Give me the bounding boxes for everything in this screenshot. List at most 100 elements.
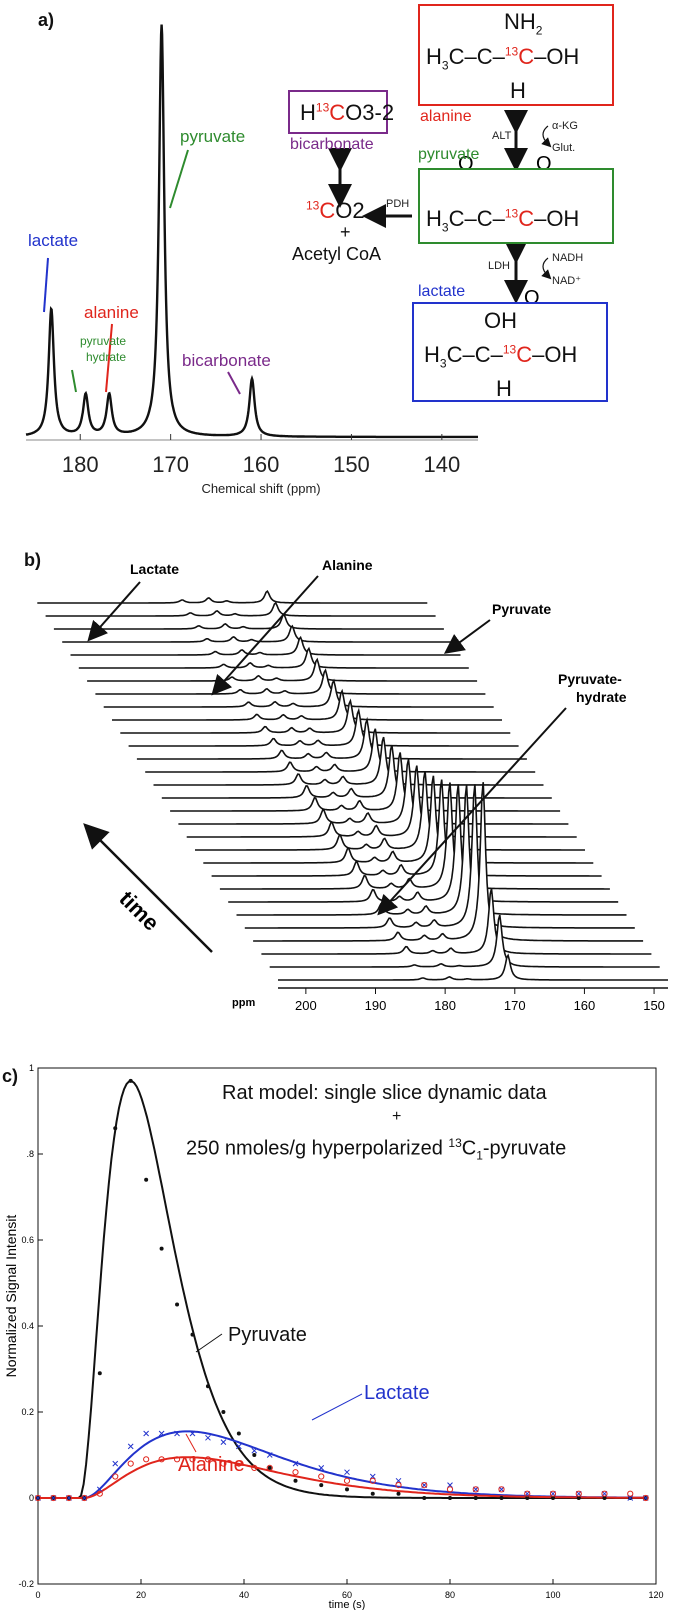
b-arrow-alanine — [211, 575, 319, 696]
panel-b-label: b) — [24, 550, 41, 570]
c-point-alanine — [498, 1486, 505, 1493]
c-point-lactate — [127, 1443, 134, 1450]
c-point-pyruvate — [128, 1078, 133, 1083]
c-point-alanine — [81, 1494, 88, 1502]
c-ytick-label: 0.4 — [21, 1321, 34, 1331]
c-point-lactate — [447, 1482, 453, 1488]
a-label-pyruvate: pyruvate — [180, 127, 245, 146]
panel-a: 180 170 160 150 140 Chemical shift (ppm) lacta… — [0, 0, 685, 505]
b-xtick-label: 190 — [365, 998, 387, 1013]
a-xtick-label: 150 — [333, 452, 370, 477]
b-trace — [95, 668, 486, 695]
cofactor-akg: α-KG — [552, 120, 578, 132]
c-xtick-label: 60 — [342, 1590, 352, 1600]
c-point-pyruvate — [551, 1496, 555, 1500]
c-ytick-label: 0.2 — [21, 1407, 34, 1417]
c-point-alanine — [369, 1477, 376, 1484]
annotation-line1: Rat model: single slice dynamic data — [222, 1082, 547, 1104]
c-ytick-label: 0 — [29, 1493, 34, 1503]
a-label-bicarbonate: bicarbonate — [182, 351, 271, 370]
c-point-pyruvate — [525, 1496, 530, 1500]
b-ppm-label: ppm — [232, 997, 255, 1009]
c-point-alanine — [472, 1486, 479, 1493]
b-trace — [219, 782, 610, 890]
c-leader-alanine — [185, 1433, 197, 1453]
b-xtick-label: 170 — [504, 998, 526, 1013]
a-label-alanine: alanine — [84, 303, 139, 322]
b-trace — [228, 784, 619, 903]
c-point-lactate — [292, 1460, 299, 1467]
c-point-pyruvate — [97, 1371, 102, 1376]
b-trace — [195, 770, 585, 851]
c-xtick-label: 120 — [648, 1590, 663, 1600]
acetyl-coa: Acetyl CoA — [292, 244, 382, 264]
c-leader-pyruvate — [195, 1333, 223, 1353]
a-xaxis-label: Chemical shift (ppm) — [201, 481, 320, 496]
c-point-lactate — [158, 1430, 165, 1437]
a-spectrum-line — [25, 24, 478, 439]
c-point-pyruvate — [319, 1483, 324, 1488]
c-yaxis-label: Normalized Signal Intensit — [3, 1215, 19, 1378]
c-leader-lactate — [311, 1393, 363, 1421]
c-point-lactate — [174, 1430, 180, 1437]
c-xtick-label: 100 — [545, 1590, 560, 1600]
b-arrow-pyruvate — [443, 619, 491, 654]
lactate-oh: OH — [484, 308, 517, 333]
enzyme-ldh: LDH — [488, 260, 511, 272]
a-xtick-label: 170 — [152, 452, 189, 477]
c-curve-lactate — [38, 1430, 646, 1499]
alanine-curve-label: Alanine — [178, 1454, 245, 1476]
panel-a-label: a) — [38, 10, 55, 30]
b-annot-hydrate-2: hydrate — [576, 689, 627, 705]
c-xtick-label: 80 — [445, 1590, 455, 1600]
a-leader-pyruvate — [169, 149, 189, 209]
c-point-alanine — [50, 1494, 57, 1502]
c-point-alanine — [235, 1460, 242, 1467]
b-trace — [186, 765, 577, 838]
b-trace — [120, 698, 511, 734]
c-point-alanine — [343, 1477, 351, 1484]
panel-c-label: c) — [2, 1066, 19, 1086]
enzyme-pdh: PDH — [386, 198, 410, 210]
c-point-alanine — [173, 1456, 181, 1463]
c-point-alanine — [627, 1490, 634, 1497]
a-leader-pyruvate-hydrate — [71, 369, 77, 393]
c-point-pyruvate — [576, 1496, 581, 1500]
c-point-alanine — [549, 1490, 557, 1497]
b-trace — [37, 590, 428, 604]
a-xtick-label: 180 — [62, 452, 99, 477]
a-arrow-nadh — [541, 257, 552, 280]
a-arrow-akg — [541, 125, 552, 148]
panel-b: 200 190 180 170 160 150 ppm Lactate Alanine Pyruv… — [0, 540, 685, 1020]
b-trace — [145, 728, 536, 773]
b-trace — [136, 716, 527, 760]
b-trace — [87, 657, 478, 682]
c-point-alanine — [601, 1490, 608, 1497]
c-point-pyruvate — [159, 1246, 164, 1251]
c-point-alanine — [575, 1490, 582, 1497]
c-point-lactate — [143, 1430, 150, 1437]
lactate-structure-box: OH H3C–C–13C–OH H — [412, 302, 608, 402]
c-point-pyruvate — [144, 1177, 149, 1182]
b-trace — [70, 635, 461, 656]
c-point-lactate — [395, 1477, 402, 1484]
a-label-pyruvate-hydrate-1: pyruvate — [80, 334, 126, 348]
c-point-lactate — [96, 1486, 103, 1493]
c-point-alanine — [204, 1456, 212, 1463]
b-xtick-label: 150 — [643, 998, 665, 1013]
a-leader-alanine — [105, 323, 113, 393]
b-annot-time: time — [114, 886, 164, 936]
c-point-lactate — [205, 1434, 211, 1441]
c-point-alanine — [251, 1464, 258, 1471]
bicarbonate-structure-box: H13CO3-2 — [288, 90, 394, 134]
alanine-nh2: NH2 — [504, 9, 543, 38]
c-point-alanine — [318, 1473, 325, 1480]
b-trace — [112, 688, 502, 721]
bicarbonate-pathway-label: bicarbonate — [290, 136, 374, 153]
c-xaxis-label: time (s) — [329, 1599, 366, 1610]
c-point-alanine — [524, 1490, 531, 1497]
b-trace — [244, 784, 635, 929]
c-point-lactate — [112, 1460, 119, 1467]
a-xtick-label: 160 — [243, 452, 280, 477]
b-annot-lactate: Lactate — [130, 561, 179, 577]
